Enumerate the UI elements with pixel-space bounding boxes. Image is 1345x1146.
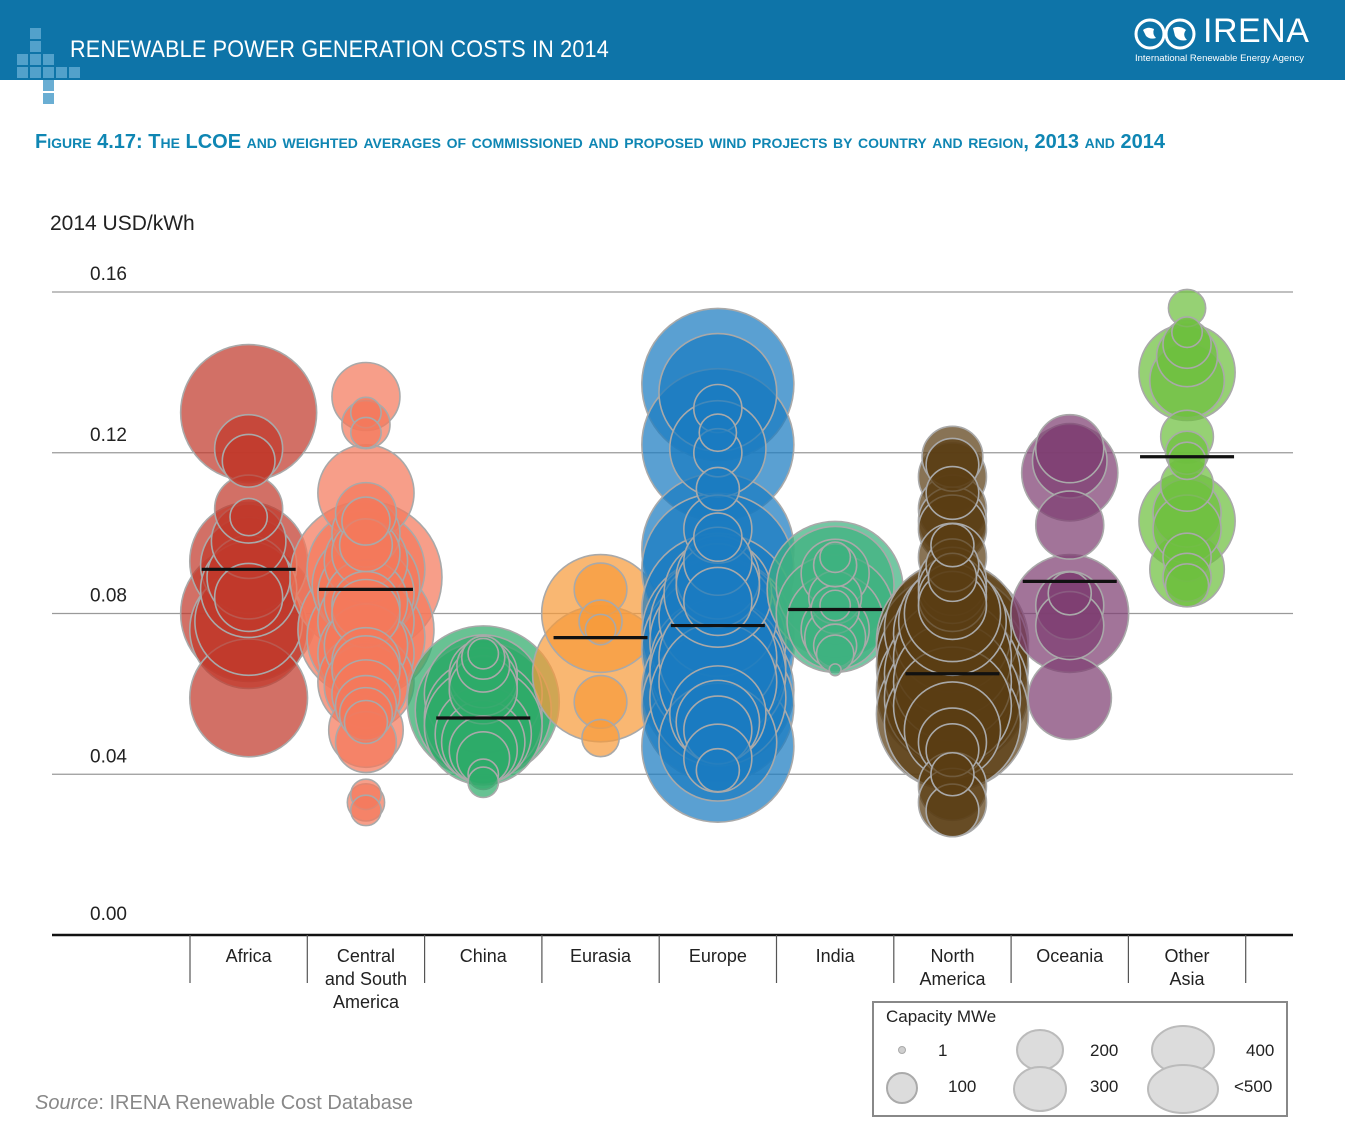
data-bubble xyxy=(213,562,284,633)
source-prefix: Source xyxy=(35,1092,99,1114)
data-bubble xyxy=(1047,571,1093,616)
data-bubble xyxy=(1171,316,1204,349)
data-bubble xyxy=(349,416,382,449)
data-bubble xyxy=(1034,413,1105,484)
data-bubble xyxy=(925,465,980,521)
cross-pattern-logo-icon xyxy=(17,28,80,104)
legend-label-500: <500 xyxy=(1234,1077,1273,1096)
x-tick-label: India xyxy=(816,946,856,966)
y-axis-unit-label: 2014 USD/kWh xyxy=(50,212,195,235)
irena-logo-subtext: International Renewable Energy Agency xyxy=(1135,53,1305,64)
y-tick-label: 0.04 xyxy=(90,746,127,767)
data-bubble xyxy=(349,794,382,827)
data-bubble xyxy=(695,466,741,512)
legend-bubble-200 xyxy=(1016,1029,1064,1071)
figure-title: Figure 4.17: The LCOE and weighted avera… xyxy=(35,131,1165,153)
data-bubble xyxy=(698,413,738,453)
data-bubble xyxy=(584,613,617,646)
report-title: RENEWABLE POWER GENERATION COSTS IN 2014 xyxy=(70,36,609,63)
x-tick-label: America xyxy=(919,969,986,989)
legend-label-400: 400 xyxy=(1246,1041,1275,1060)
y-tick-label: 0.16 xyxy=(90,264,127,285)
x-tick-label: Asia xyxy=(1170,969,1206,989)
x-tick-label: and South xyxy=(325,969,407,989)
x-tick-label: North xyxy=(930,946,974,966)
data-bubble xyxy=(1167,441,1207,481)
x-tick-label: China xyxy=(460,946,508,966)
legend-label-300: 300 xyxy=(1090,1077,1119,1096)
data-bubble xyxy=(581,718,620,758)
data-bubble xyxy=(343,699,389,745)
legend-title: Capacity MWe xyxy=(886,1007,997,1026)
legend-bubble-1 xyxy=(898,1046,906,1054)
y-tick-label: 0.00 xyxy=(90,904,127,925)
x-tick-label: Other xyxy=(1165,946,1210,966)
data-bubble xyxy=(341,496,391,546)
x-tick-label: Oceania xyxy=(1036,946,1104,966)
data-bubble xyxy=(819,541,852,574)
data-bubble xyxy=(1027,655,1113,741)
data-bubble xyxy=(695,747,741,793)
header-banner xyxy=(0,0,1345,80)
x-tick-label: Europe xyxy=(689,946,747,966)
irena-logo-text: IRENA xyxy=(1203,12,1310,50)
legend-symbols xyxy=(886,1025,1219,1114)
data-bubble xyxy=(683,566,753,637)
legend-label-100: 100 xyxy=(948,1077,977,1096)
capacity-legend: Capacity MWe 1 100 200 300 400 <500 xyxy=(872,1001,1288,1117)
x-tick-label: Eurasia xyxy=(570,946,632,966)
legend-label-1: 1 xyxy=(938,1041,948,1060)
data-bubble xyxy=(229,497,269,537)
data-bubble xyxy=(819,589,852,622)
x-tick-label: Africa xyxy=(226,946,273,966)
source-note: Source: IRENA Renewable Cost Database xyxy=(35,1092,413,1115)
legend-bubble-500 xyxy=(1147,1064,1219,1114)
data-bubble xyxy=(467,637,500,670)
data-bubble xyxy=(1034,490,1105,560)
data-bubble xyxy=(828,663,842,677)
legend-label-200: 200 xyxy=(1090,1041,1119,1060)
data-bubble xyxy=(693,512,743,562)
source-text: : IRENA Renewable Cost Database xyxy=(98,1092,413,1114)
y-tick-label: 0.08 xyxy=(90,586,127,607)
data-bubble xyxy=(221,433,276,488)
data-bubble xyxy=(1164,563,1210,608)
legend-bubble-300 xyxy=(1013,1066,1067,1112)
data-bubble xyxy=(930,751,975,797)
data-bubble xyxy=(467,766,500,799)
legend-bubble-100 xyxy=(886,1072,918,1104)
x-tick-label: America xyxy=(333,992,400,1012)
x-tick-label: Central xyxy=(337,946,395,966)
irena-globe-icon xyxy=(1134,18,1196,50)
y-tick-label: 0.12 xyxy=(90,425,127,446)
data-bubble xyxy=(930,522,975,568)
